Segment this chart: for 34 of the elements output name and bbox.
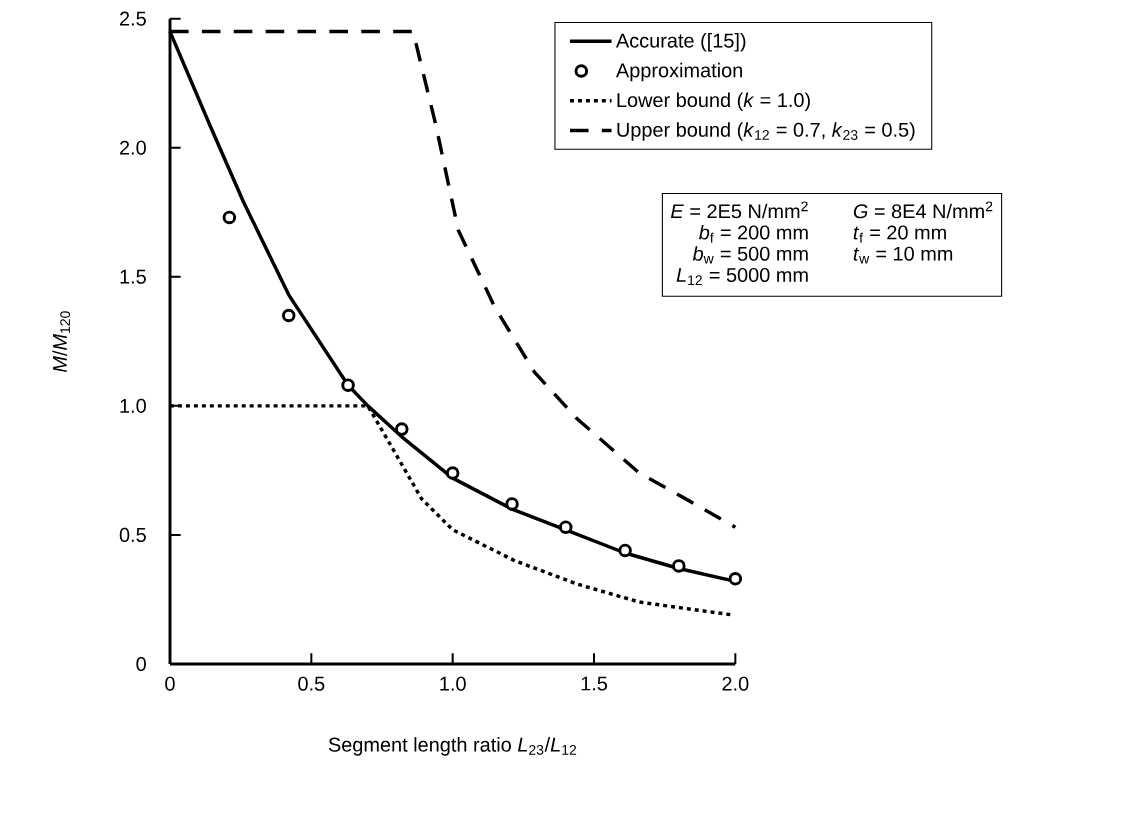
point <box>558 520 573 534</box>
y-tick-label: 2.0 <box>120 140 146 155</box>
point <box>728 572 743 586</box>
legend-label: Lower bound (k = 1.0) <box>617 92 810 112</box>
x-tick-label: 1.5 <box>581 676 608 691</box>
text: t$_{w}$ = 10 mm <box>853 246 953 264</box>
text: G = 8E4 N/mm$^{2}$ <box>853 201 993 219</box>
point <box>445 466 460 480</box>
point <box>505 497 519 511</box>
annotation: L$_{12}$ = 5000 mm <box>676 267 808 285</box>
x-axis-title: Segment length ratio L$_{23}$/L$_{12}$ <box>328 737 577 756</box>
legend-label: Accurate ([15]) <box>615 33 746 52</box>
point <box>395 422 409 436</box>
point <box>618 543 632 558</box>
y-tick-label: 0 <box>136 656 146 672</box>
y-tick-label: 1.5 <box>120 269 146 284</box>
annotation: E = 2E5 N/mm$^{2}$ <box>670 201 808 219</box>
y-tick-label: 0.5 <box>119 527 146 542</box>
y-axis-title: M/M$_{120}$ <box>52 311 71 373</box>
point <box>341 378 355 392</box>
text: t$_{f}$ = 20 mm <box>853 225 946 243</box>
point <box>281 308 296 323</box>
x-tick-label: 2.0 <box>722 676 749 691</box>
y-tick-label: 1.0 <box>120 398 146 413</box>
point <box>222 210 237 225</box>
x-tick-label: 1.0 <box>440 676 466 691</box>
legend-label: Upper bound (k$_{12}$ = 0.7, k$_{23}$ = 0.5) <box>617 122 915 141</box>
x-tick-label: 0.5 <box>298 676 325 691</box>
point <box>672 559 686 573</box>
y-tick-label: 2.5 <box>120 11 146 26</box>
annotation: b$_{w}$ = 500 mm <box>692 246 808 264</box>
x-tick-label: 0 <box>165 676 175 691</box>
annotation: b$_{f}$ = 200 mm <box>699 224 808 243</box>
legend-label: Approximation <box>615 62 742 82</box>
